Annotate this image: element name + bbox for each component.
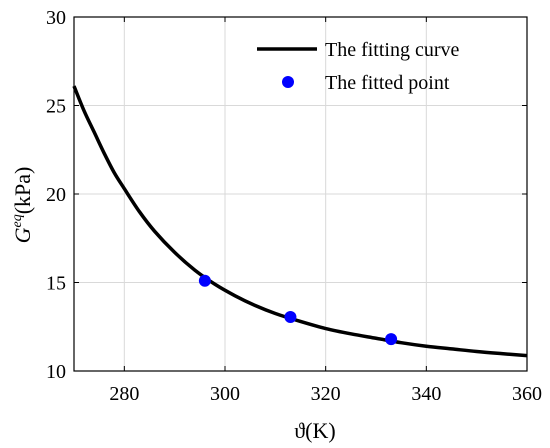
x-tick-label: 320	[311, 383, 341, 405]
y-tick-label: 20	[46, 184, 66, 206]
fitted-point-marker	[284, 311, 297, 324]
y-tick-label: 10	[46, 361, 66, 383]
fitting-curve-line	[72, 85, 528, 358]
x-axis-ticks: 280 300 320 340 360	[109, 17, 542, 405]
legend-label-points: The fitted point	[325, 72, 450, 94]
y-axis-label-superscript: eq	[10, 214, 25, 227]
y-axis-label: Geq(kPa)	[10, 167, 35, 244]
x-tick-label: 300	[210, 383, 240, 405]
x-tick-label: 280	[109, 383, 139, 405]
x-tick-label: 340	[411, 383, 441, 405]
y-tick-label: 25	[46, 96, 66, 118]
y-tick-label: 30	[46, 7, 66, 29]
fitted-points	[198, 274, 398, 346]
x-tick-label: 360	[512, 383, 542, 405]
x-axis-label: ϑ(K)	[294, 418, 335, 443]
y-axis-ticks: 10 15 20 25 30	[46, 7, 527, 383]
y-axis-label-units: (kPa)	[10, 167, 35, 215]
fitted-point-marker	[385, 333, 398, 346]
y-axis-label-base: G	[10, 227, 35, 243]
legend-label-curve: The fitting curve	[325, 39, 460, 61]
fitted-point-marker	[198, 274, 211, 287]
y-tick-label: 15	[46, 273, 66, 295]
grid-lines	[74, 17, 527, 371]
legend: The fitting curve The fitted point	[257, 39, 460, 94]
legend-point-swatch	[282, 76, 294, 88]
